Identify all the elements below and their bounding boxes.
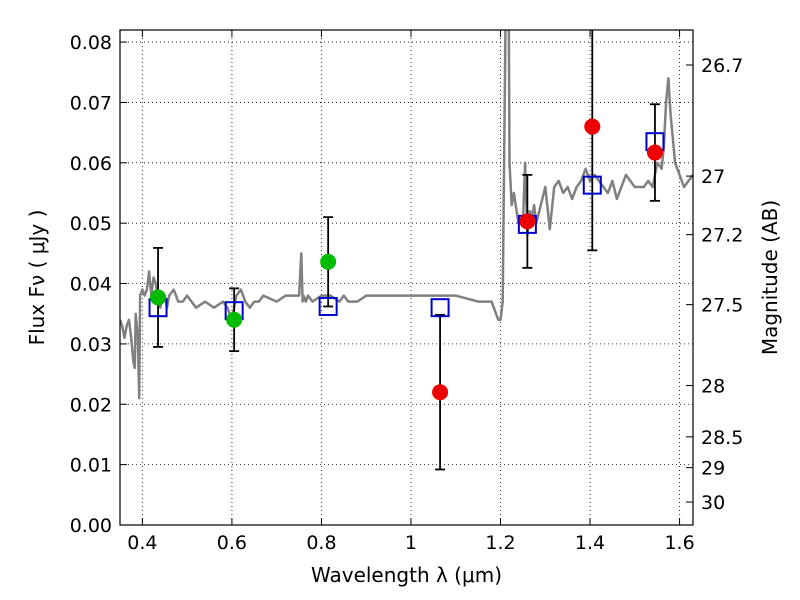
synthetic-square-marker <box>582 175 602 195</box>
tick-labels: 0.4 0.6 0.8 1 1.2 1.4 1.6 0.00 0.01 0.02 0.03 0.04 0… <box>70 32 744 554</box>
right-axis-label: Magnitude (AB) <box>758 200 782 355</box>
x-tick-label: 1 <box>405 532 417 554</box>
magnitude-tick-label: 27 <box>701 166 725 188</box>
plot-area <box>120 30 693 471</box>
acs-circle-marker <box>320 253 337 270</box>
magnitude-tick-label: 27.5 <box>701 295 743 317</box>
y-tick-label: 0.00 <box>70 515 112 537</box>
wfc3-circle-marker <box>646 144 663 161</box>
y-tick-label: 0.02 <box>70 394 112 416</box>
y-tick-label: 0.05 <box>70 213 112 235</box>
magnitude-tick-label: 26.7 <box>701 55 743 77</box>
y-tick-label: 0.04 <box>70 274 112 296</box>
wfc3-circle-marker <box>584 118 601 135</box>
axes-frame <box>119 29 694 526</box>
synthetic-square-marker <box>430 298 450 318</box>
magnitude-tick-label: 28.5 <box>701 427 743 449</box>
x-tick-label: 1.6 <box>664 532 694 554</box>
wfc3-circle-marker <box>432 384 449 401</box>
x-tick-label: 1.4 <box>575 532 605 554</box>
x-tick-label: 0.8 <box>306 532 336 554</box>
acs-circle-marker <box>150 289 167 306</box>
y-tick-label: 0.03 <box>70 334 112 356</box>
tick-marks <box>120 30 693 526</box>
x-tick-label: 0.4 <box>127 532 157 554</box>
magnitude-tick-label: 27.2 <box>701 225 743 247</box>
y-tick-label: 0.06 <box>70 153 112 175</box>
x-tick-label: 1.2 <box>485 532 515 554</box>
y-tick-label: 0.01 <box>70 455 112 477</box>
axes-border <box>119 29 694 526</box>
magnitude-tick-label: 30 <box>701 492 725 514</box>
y-axis-label: Flux Fν ( μJy ) <box>25 210 49 346</box>
x-axis-label: Wavelength λ (μm) <box>311 563 502 587</box>
wfc3-circle-marker <box>519 213 536 230</box>
y-tick-label: 0.08 <box>70 32 112 54</box>
synthetic-square-marker <box>318 296 338 316</box>
grid-lines <box>120 30 693 526</box>
magnitude-tick-label: 28 <box>701 376 725 398</box>
acs-circle-marker <box>226 311 243 328</box>
x-tick-label: 0.6 <box>217 532 247 554</box>
magnitude-tick-label: 29 <box>701 458 725 480</box>
y-tick-label: 0.07 <box>70 92 112 114</box>
